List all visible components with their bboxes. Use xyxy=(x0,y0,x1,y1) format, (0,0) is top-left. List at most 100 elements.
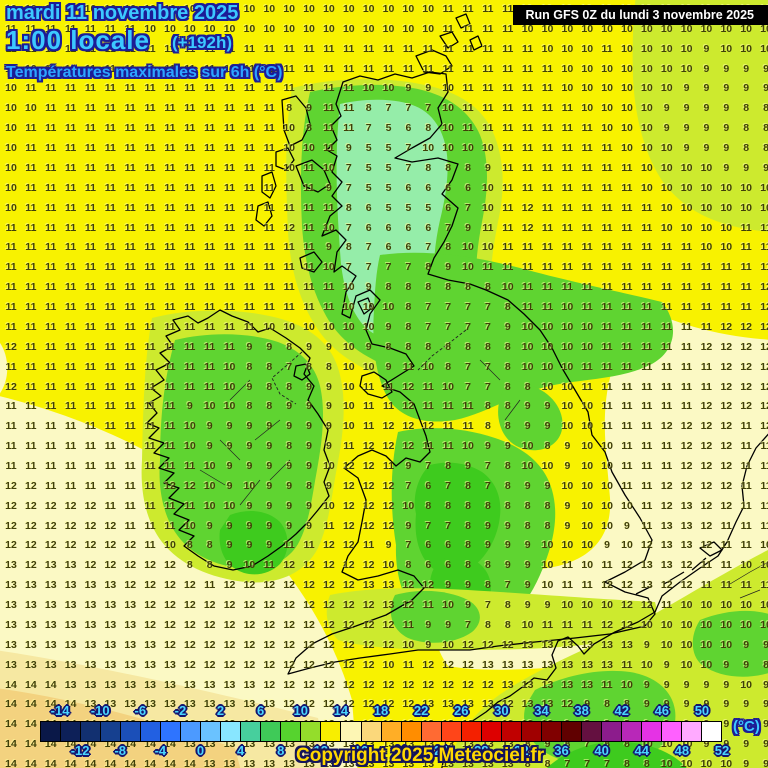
scale-color-cell xyxy=(621,721,642,742)
temperature-value: 9 xyxy=(723,698,729,710)
temperature-value: 10 xyxy=(661,23,673,35)
scale-tick-label: 20 xyxy=(394,743,408,758)
temperature-value: 11 xyxy=(125,182,136,194)
temperature-value: 12 xyxy=(502,639,514,651)
temperature-value: 11 xyxy=(303,182,314,194)
temperature-value: 11 xyxy=(284,301,295,313)
temperature-value: 10 xyxy=(621,679,633,691)
temperature-value: 9 xyxy=(684,679,690,691)
temperature-value: 11 xyxy=(105,222,116,234)
temperature-value: 13 xyxy=(45,599,57,611)
temperature-value: 11 xyxy=(582,202,593,214)
temperature-value: 9 xyxy=(763,738,768,750)
temperature-value: 12 xyxy=(422,420,434,432)
temperature-value: 10 xyxy=(542,460,554,472)
temperature-value: 10 xyxy=(224,3,236,15)
temperature-value: 9 xyxy=(505,559,511,571)
temperature-value: 11 xyxy=(542,202,553,214)
temperature-value: 5 xyxy=(386,162,392,174)
temperature-value: 11 xyxy=(184,43,195,55)
temperature-value: 12 xyxy=(343,698,355,710)
temperature-value: 7 xyxy=(425,301,431,313)
temperature-value: 10 xyxy=(641,619,653,631)
temperature-value: 10 xyxy=(661,162,673,174)
temperature-value: 11 xyxy=(661,301,672,313)
temperature-value: 11 xyxy=(343,122,354,134)
temperature-value: 9 xyxy=(584,698,590,710)
temperature-value: 11 xyxy=(65,400,76,412)
temperature-value: 10 xyxy=(581,480,593,492)
temperature-value: 11 xyxy=(681,301,692,313)
temperature-value: 11 xyxy=(244,162,255,174)
temperature-value: 8 xyxy=(346,241,352,253)
temperature-value: 9 xyxy=(247,539,253,551)
temperature-value: 11 xyxy=(45,182,56,194)
temperature-value: 11 xyxy=(681,281,692,293)
temperature-value: 10 xyxy=(681,23,693,35)
temperature-value: 11 xyxy=(105,182,116,194)
temperature-value: 9 xyxy=(684,698,690,710)
fill-ireland-green xyxy=(159,334,324,569)
temperature-value: 11 xyxy=(602,321,613,333)
temperature-value: 11 xyxy=(562,182,573,194)
temperature-value: 11 xyxy=(145,400,156,412)
temperature-value: 8 xyxy=(505,420,511,432)
temperature-value: 6 xyxy=(405,182,411,194)
temperature-value: 11 xyxy=(661,241,672,253)
scale-tick-label: 50 xyxy=(695,703,709,718)
temperature-value: 11 xyxy=(760,261,768,273)
temperature-value: 13 xyxy=(522,659,534,671)
temperature-value: 8 xyxy=(386,341,392,353)
temperature-value: 13 xyxy=(5,599,17,611)
temperature-value: 12 xyxy=(422,579,434,591)
temperature-value: 12 xyxy=(363,480,375,492)
temperature-value: 8 xyxy=(405,321,411,333)
temperature-value: 6 xyxy=(405,222,411,234)
temperature-value: 11 xyxy=(25,202,36,214)
temperature-value: 10 xyxy=(363,3,375,15)
temperature-value: 12 xyxy=(661,420,673,432)
temperature-value: 13 xyxy=(144,659,156,671)
temperature-value: 11 xyxy=(621,420,632,432)
temperature-value: 7 xyxy=(386,261,392,273)
temperature-value: 11 xyxy=(85,23,96,35)
temperature-value: 11 xyxy=(105,23,116,35)
temperature-value: 13 xyxy=(303,738,315,750)
temperature-value: 13 xyxy=(661,559,673,571)
temperature-value: 11 xyxy=(244,43,255,55)
temperature-value: 11 xyxy=(244,301,255,313)
temperature-value: 11 xyxy=(204,321,215,333)
temperature-value: 11 xyxy=(164,162,175,174)
temperature-value: 10 xyxy=(601,440,613,452)
temperature-value: 8 xyxy=(445,162,451,174)
county-borders-ireland xyxy=(199,359,521,506)
temperature-value: 12 xyxy=(641,539,653,551)
temperature-value: 10 xyxy=(403,639,415,651)
temperature-value: 9 xyxy=(604,539,610,551)
temperature-value: 11 xyxy=(323,301,334,313)
temperature-value: 11 xyxy=(105,43,116,55)
temperature-value: 10 xyxy=(641,102,653,114)
temperature-value: 12 xyxy=(303,679,315,691)
temperature-value: 10 xyxy=(760,539,768,551)
temperature-value: 11 xyxy=(641,321,652,333)
temperature-value: 11 xyxy=(184,63,195,75)
temperature-value: 10 xyxy=(720,202,732,214)
temperature-value: 8 xyxy=(545,520,551,532)
temperature-value: 9 xyxy=(266,520,272,532)
temperature-value: 9 xyxy=(664,102,670,114)
temperature-value: 10 xyxy=(581,539,593,551)
temperature-value: 9 xyxy=(227,559,233,571)
temperature-value: 12 xyxy=(701,500,713,512)
temperature-value: 11 xyxy=(681,381,692,393)
temperature-value: 10 xyxy=(363,82,375,94)
temperature-value: 12 xyxy=(343,480,355,492)
temperature-value: 10 xyxy=(25,63,37,75)
temperature-value: 9 xyxy=(684,102,690,114)
temperature-value: 10 xyxy=(343,321,355,333)
temperature-value: 10 xyxy=(562,420,574,432)
temperature-value: 11 xyxy=(542,241,553,253)
temperature-value: 9 xyxy=(266,500,272,512)
temperature-value: 9 xyxy=(743,738,749,750)
temperature-value: 10 xyxy=(740,599,752,611)
